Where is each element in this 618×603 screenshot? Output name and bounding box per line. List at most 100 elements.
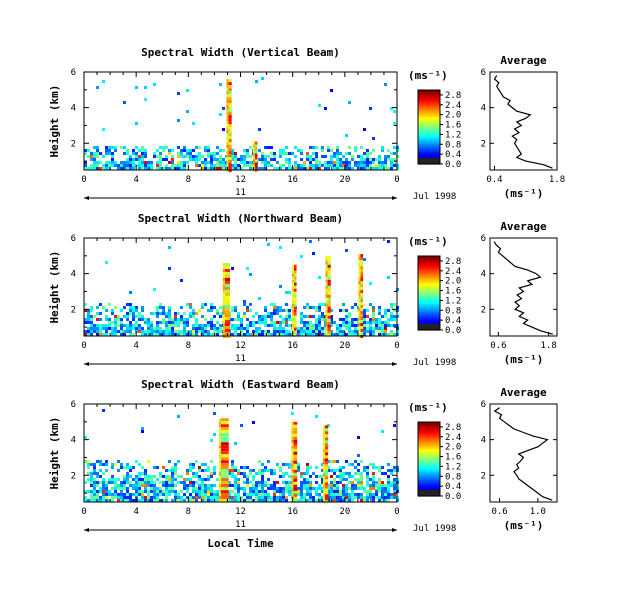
heatmap-cell (234, 161, 237, 164)
heatmap-cell (381, 490, 384, 493)
heatmap-cell (195, 487, 198, 490)
colorbar-segment (418, 448, 440, 452)
heatmap-cell (111, 161, 114, 164)
spike-cell (324, 431, 329, 435)
heatmap-cell (171, 161, 174, 164)
heatmap-cell (195, 158, 198, 161)
heatmap-cell (381, 161, 384, 164)
heatmap-cell (249, 303, 252, 306)
spike-edge (291, 421, 294, 425)
heatmap-cell (354, 146, 357, 149)
heatmap-cell (351, 487, 354, 490)
heatmap-cell (285, 152, 288, 155)
heatmap-cell (387, 463, 390, 466)
heatmap-cell (132, 466, 135, 469)
colorbar-frame (417, 255, 441, 331)
y-tick-label: 6 (71, 234, 76, 244)
heatmap-cell (132, 167, 135, 170)
heatmap-cell (183, 167, 186, 170)
heatmap-cell (267, 333, 270, 336)
spike-cell (228, 157, 232, 161)
colorbar-tick-label: 2.8 (445, 423, 461, 433)
spike-cell (224, 304, 231, 308)
heatmap-cell (234, 499, 237, 502)
heatmap-cell (111, 481, 114, 484)
heatmap-cell (306, 469, 309, 472)
heatmap-cell (234, 496, 237, 499)
colorbar-segment (418, 305, 440, 308)
heatmap-cell (384, 315, 387, 318)
colorbar-segment (418, 258, 440, 261)
heatmap-cell (318, 164, 321, 167)
heatmap-cell (264, 469, 267, 472)
heatmap-cell (216, 309, 219, 312)
heatmap-cell (84, 490, 87, 493)
spike-cell (293, 448, 298, 452)
heatmap-cell (378, 466, 381, 469)
heatmap-cell (129, 167, 132, 170)
colorbar-segment (418, 452, 440, 456)
heatmap-cell (261, 493, 264, 496)
heatmap-cell (297, 469, 300, 472)
spike-edge (291, 306, 294, 310)
heatmap-cell (324, 161, 327, 164)
colorbar-segment (418, 485, 440, 489)
heatmap-cell (123, 496, 126, 499)
spike-edge (291, 442, 294, 446)
heatmap-cell (279, 285, 282, 288)
heatmap-cell (345, 167, 348, 170)
heatmap-cell (195, 161, 198, 164)
heatmap-cell (255, 327, 258, 330)
spike-edge (358, 272, 361, 276)
heatmap-cell (357, 496, 360, 499)
heatmap-cell (342, 309, 345, 312)
heatmap-cell (168, 333, 171, 336)
heatmap-cell (339, 478, 342, 481)
heatmap-cell (132, 499, 135, 502)
heatmap-cell (282, 487, 285, 490)
heatmap-cell (201, 164, 204, 167)
spike-edge (325, 291, 328, 295)
heatmap-cell (219, 83, 222, 86)
spike-cell (324, 479, 329, 483)
heatmap-cell (108, 481, 111, 484)
heatmap-cell (366, 155, 369, 158)
heatmap-cell (186, 303, 189, 306)
heatmap-cell (207, 167, 210, 170)
heatmap-cell (393, 496, 396, 499)
heatmap-cell (327, 493, 330, 496)
heatmap-cell (117, 318, 120, 321)
colorbar-tick-label: 2.4 (445, 433, 461, 443)
heatmap-cell (246, 306, 249, 309)
colorbar-unit: (ms⁻¹) (408, 401, 448, 414)
heatmap-cell (240, 466, 243, 469)
heatmap-cell (387, 499, 390, 502)
heatmap-cell (261, 499, 264, 502)
spike-cell (327, 330, 331, 334)
heatmap-cell (336, 164, 339, 167)
x-tick-label: 16 (287, 341, 298, 351)
heatmap-cell (303, 161, 306, 164)
heatmap-cell (333, 460, 336, 463)
heatmap-cell (321, 327, 324, 330)
heatmap-cell (129, 481, 132, 484)
heatmap-cell (366, 309, 369, 312)
heatmap-cell (180, 330, 183, 333)
heatmap-cell (171, 149, 174, 152)
heatmap-cell (360, 146, 363, 149)
heatmap-cell (150, 312, 153, 315)
heatmap-cell (261, 487, 264, 490)
heatmap-cell (186, 324, 189, 327)
heatmap-cell (339, 164, 342, 167)
heatmap-cell (354, 493, 357, 496)
spike-cell (224, 283, 231, 287)
heatmap-cell (333, 321, 336, 324)
heatmap-cell (114, 330, 117, 333)
heatmap-cell (165, 321, 168, 324)
heatmap-cell (237, 484, 240, 487)
heatmap-cell (231, 463, 234, 466)
heatmap-cell (252, 490, 255, 493)
heatmap-cell (354, 484, 357, 487)
heatmap-cell (276, 463, 279, 466)
heatmap-cell (255, 333, 258, 336)
